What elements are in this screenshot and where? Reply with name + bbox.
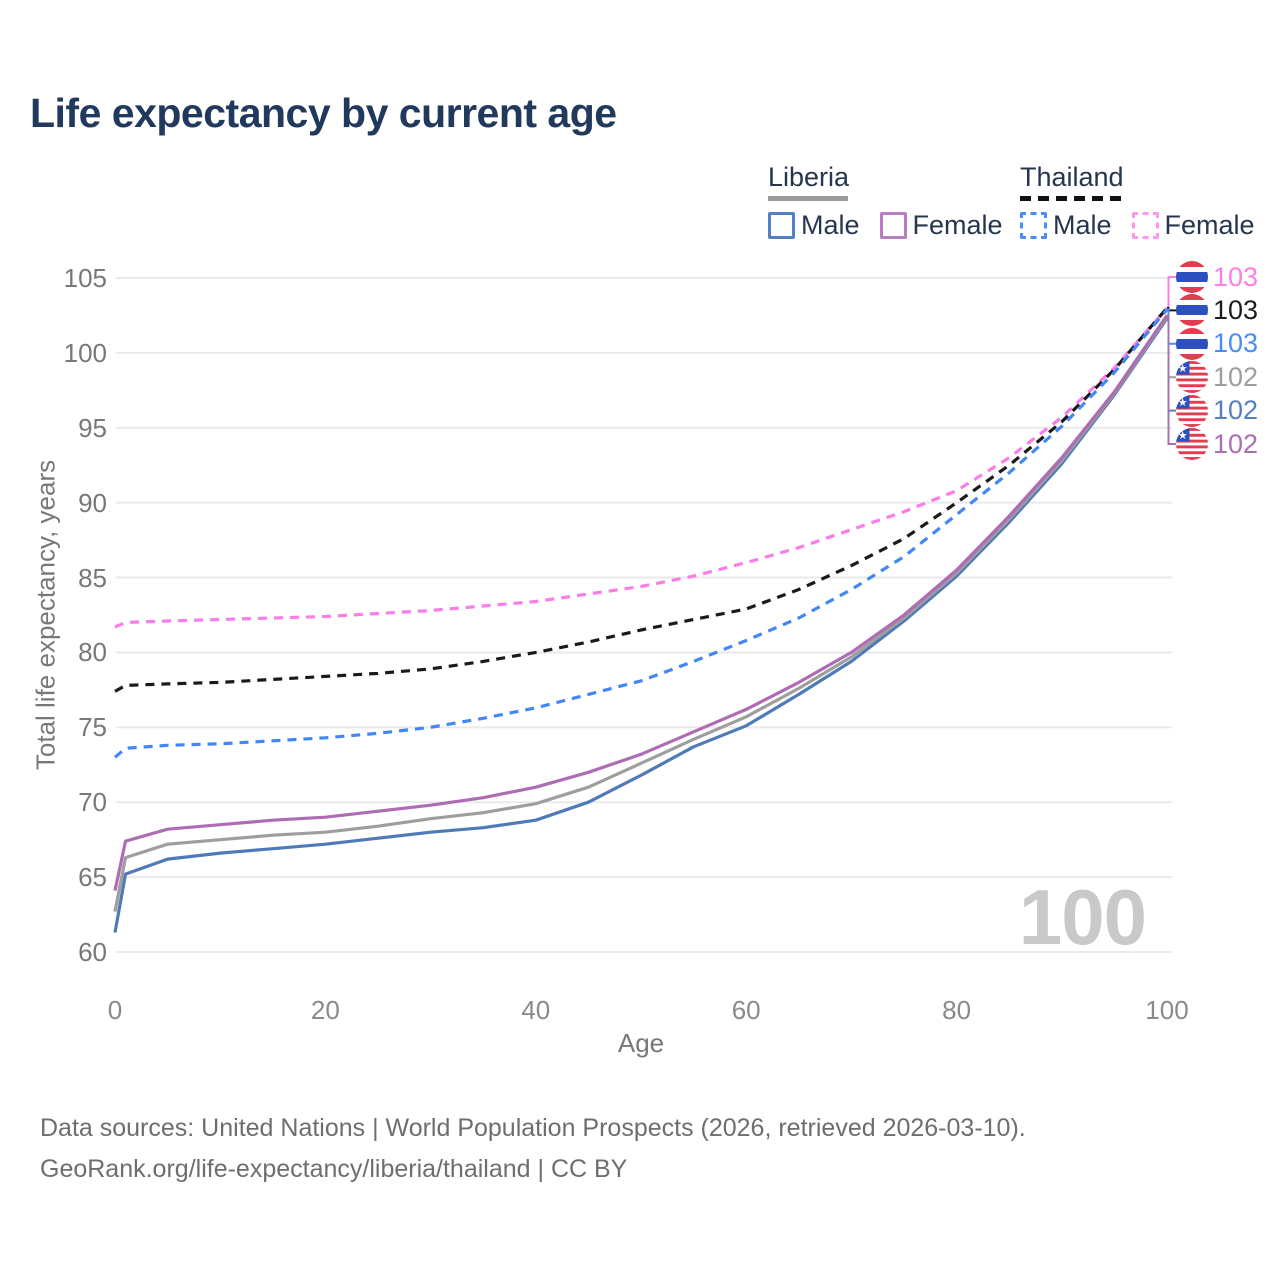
series-line-liberia-both-sexes — [113, 315, 1169, 912]
legend-item-label: Male — [801, 210, 860, 240]
y-tick-90: 90 — [78, 487, 107, 518]
legend-checkbox-liberia-female-icon — [879, 212, 907, 239]
liberia-flag-icon: ★ — [1176, 428, 1208, 460]
y-tick-80: 80 — [78, 637, 107, 668]
y-tick-95: 95 — [78, 412, 107, 443]
x-axis-title: Age — [617, 1028, 665, 1058]
legend-checkbox-thailand-female-icon — [1131, 212, 1159, 239]
footer-source-line: Data sources: United Nations | World Pop… — [40, 1114, 1026, 1142]
legend-group-liberia: Liberia Male Female — [768, 162, 1023, 241]
age-counter-watermark: 100 — [1018, 873, 1147, 961]
end-value: 102 — [1213, 395, 1259, 426]
end-value: 103 — [1213, 328, 1259, 359]
legend-country-thailand: Thailand — [1020, 162, 1124, 192]
y-tick-105: 105 — [63, 263, 107, 293]
y-tick-60: 60 — [78, 937, 107, 967]
series-line-thailand-both-sexes — [114, 306, 1169, 693]
series-line-thailand-female — [114, 306, 1169, 629]
chart-title: Life expectancy by current age — [30, 90, 617, 136]
x-tick-40: 40 — [521, 995, 551, 1025]
legend-item-label: Female — [912, 210, 1003, 240]
legend-checkbox-liberia-male-icon — [768, 212, 795, 239]
legend-item-label: Male — [1053, 210, 1112, 240]
legend-item-thailand-female[interactable]: Female — [1131, 210, 1255, 241]
end-value: 102 — [1213, 428, 1259, 459]
series-line-liberia-female — [113, 314, 1169, 891]
legend-item-liberia-male[interactable]: Male — [768, 210, 860, 241]
end-label-thailand-female: 103 — [1176, 261, 1258, 293]
liberia-flag-icon: ★ — [1176, 361, 1208, 394]
liberia-flag-icon: ★ — [1176, 394, 1208, 427]
end-label-thailand-male: 103 — [1176, 327, 1259, 360]
end-label-liberia-female: ★ 102 — [1176, 428, 1258, 460]
end-label-liberia-male: ★ 102 — [1176, 394, 1259, 427]
legend-checkbox-thailand-male-icon — [1020, 212, 1047, 239]
series-line-liberia-male — [113, 317, 1169, 933]
x-tick-100: 100 — [1145, 995, 1189, 1025]
legend-group-thailand: Thailand Male Female — [1020, 162, 1275, 241]
y-tick-85: 85 — [78, 562, 107, 593]
chart-footer: Data sources: United Nations | World Pop… — [40, 1108, 1026, 1190]
end-value: 102 — [1213, 361, 1259, 392]
end-label-thailand-both-sexes: 103 — [1176, 294, 1259, 327]
legend-item-liberia-female[interactable]: Female — [879, 210, 1003, 241]
thailand-flag-icon — [1176, 294, 1208, 327]
legend-country-liberia: Liberia — [768, 162, 850, 192]
legend-item-thailand-male[interactable]: Male — [1020, 210, 1112, 241]
liberia-solid-line-sample — [768, 196, 848, 201]
svg-text:★: ★ — [1178, 362, 1188, 375]
end-label-liberia-both-sexes: ★ 102 — [1176, 361, 1259, 394]
y-tick-65: 65 — [78, 862, 107, 893]
thailand-dashed-line-sample — [1020, 196, 1122, 201]
footer-link-line: GeoRank.org/life-expectancy/liberia/thai… — [40, 1155, 628, 1183]
svg-text:★: ★ — [1178, 396, 1188, 409]
legend-item-label: Female — [1164, 210, 1255, 240]
svg-text:★: ★ — [1178, 429, 1188, 442]
y-tick-100: 100 — [63, 337, 107, 368]
x-tick-80: 80 — [942, 995, 972, 1025]
thailand-flag-icon — [1176, 327, 1208, 360]
end-value: 103 — [1213, 261, 1259, 292]
end-value: 103 — [1213, 294, 1259, 325]
x-tick-60: 60 — [731, 995, 761, 1025]
series-line-thailand-male — [113, 308, 1169, 759]
y-tick-70: 70 — [78, 787, 107, 818]
x-tick-0: 0 — [107, 995, 123, 1025]
thailand-flag-icon — [1176, 261, 1208, 293]
y-tick-75: 75 — [78, 712, 107, 743]
x-tick-20: 20 — [310, 995, 340, 1025]
